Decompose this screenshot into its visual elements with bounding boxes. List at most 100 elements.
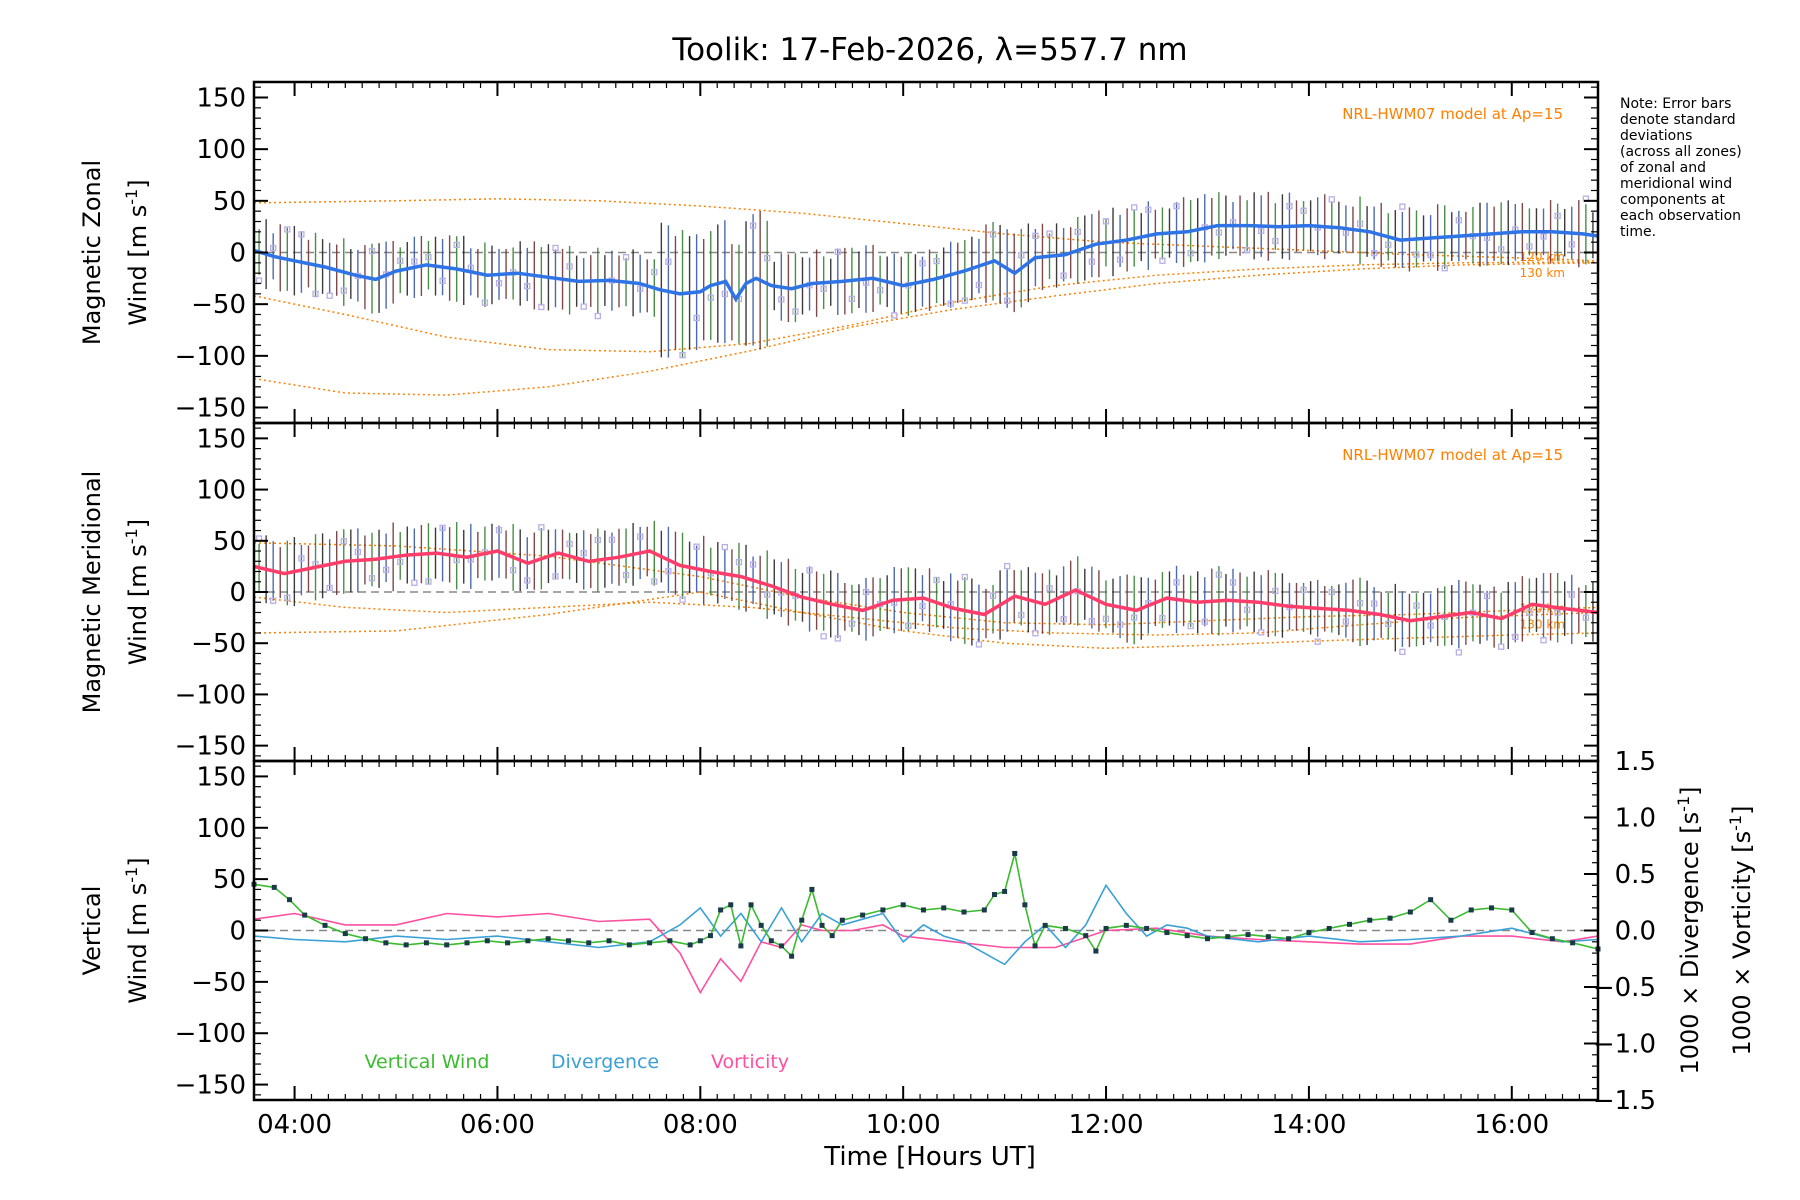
scatter-point (637, 533, 644, 540)
scatter-point (1046, 585, 1053, 592)
tick-label: −150 (175, 1071, 246, 1101)
scatter-point (255, 277, 263, 284)
scatter-point (947, 300, 954, 307)
bracket: ] (124, 519, 152, 528)
scatter-point (834, 248, 841, 255)
vertical-wind-point (1204, 936, 1210, 942)
y-axis-title-line1: Magnetic Zonal (78, 160, 106, 345)
vertical-wind-point (287, 897, 293, 903)
vertical-wind-point (1428, 897, 1434, 903)
scatter-point (1498, 246, 1505, 253)
x-tick-label: 12:00 (1069, 1110, 1144, 1140)
zonal-wind-line (253, 223, 1599, 303)
scatter-point (1159, 614, 1166, 622)
tick-label: 50 (213, 527, 246, 557)
tick-label: 150 (196, 424, 246, 454)
altitude-label: 130 km (1520, 617, 1565, 631)
tick-label: −100 (175, 1019, 246, 1049)
vertical-wind-point (1549, 936, 1555, 942)
scatter-point (453, 241, 460, 249)
vertical-wind-point (829, 933, 835, 939)
vertical-wind-point (707, 933, 713, 939)
vertical-wind-point (1407, 909, 1413, 915)
vertical-wind-point (1225, 934, 1231, 940)
vertical-wind-point (1002, 888, 1008, 894)
tick-label: 100 (196, 814, 246, 844)
vertical-wind-point (860, 912, 866, 918)
vertical-wind-point (789, 953, 795, 959)
scatter-point (411, 258, 418, 265)
note-line: components at (1620, 192, 1726, 208)
vertical-wind-point (900, 902, 906, 908)
scatter-point (975, 281, 983, 289)
scatter-point (439, 277, 446, 284)
y-axis-title-line2: Wind [m s-1] (122, 519, 153, 665)
superscript: -1 (1674, 796, 1693, 812)
superscript: -1 (122, 867, 141, 883)
scatter-point (622, 254, 630, 261)
vertical-wind-point (565, 938, 571, 944)
x-tick-label: 08:00 (663, 1110, 738, 1140)
scatter-point (594, 536, 601, 544)
plot-panels: NRL-HWM07 model at Ap=15 120 km 130 km 150 1… (78, 80, 1756, 1116)
scatter-point (1018, 252, 1025, 259)
scatter-point (1173, 579, 1180, 586)
y-axis-title-line1: Vertical (78, 886, 106, 976)
vertical-wind-point (606, 938, 612, 944)
tick-label: 50 (213, 865, 246, 895)
vertical-wind-point (799, 917, 805, 923)
scatter-point (1060, 616, 1067, 623)
vertical-wind-point (1083, 933, 1089, 939)
scatter-point (270, 597, 277, 604)
scatter-point (1512, 633, 1519, 641)
scatter-point (453, 556, 460, 564)
model-curve (253, 596, 1599, 636)
scatter-point (1286, 202, 1293, 210)
right-tick-label: 0.0 (1615, 917, 1656, 947)
note-line: of zonal and (1620, 160, 1706, 176)
meridional-wind-line (253, 549, 1599, 623)
scatter-point (721, 543, 729, 551)
scatter-point (566, 263, 573, 270)
bracket: ] (124, 857, 152, 866)
scatter-point (1060, 272, 1067, 279)
scatter-point (566, 540, 573, 548)
right-tick-label: 1.5 (1615, 747, 1656, 777)
note-line: deviations (1620, 128, 1692, 144)
scatter-point (919, 260, 926, 267)
vertical-wind-point (880, 907, 886, 913)
vertical-wind-point (728, 902, 734, 908)
vertical-wind-point (1509, 907, 1515, 913)
vertical-wind-point (505, 940, 511, 946)
scatter-point (820, 285, 827, 292)
scatter-point (693, 543, 700, 550)
scatter-point (1088, 258, 1095, 265)
scatter-point (1102, 218, 1110, 225)
scatter-point (1243, 606, 1251, 613)
scatter-point (1568, 591, 1575, 598)
scatter-point (1356, 220, 1364, 227)
scatter-point (735, 558, 743, 566)
scatter-point (919, 602, 926, 610)
scatter-point (1328, 196, 1335, 203)
scatter-point (679, 351, 686, 359)
model-label: NRL-HWM07 model at Ap=15 (1342, 105, 1563, 123)
scatter-point (1540, 233, 1547, 240)
superscript: -1 (122, 189, 141, 205)
legend-vertical-wind: Vertical Wind (365, 1051, 490, 1073)
scatter-point (397, 257, 404, 264)
vertical-wind-point (1184, 933, 1190, 939)
vertical-wind-point (322, 922, 328, 928)
scatter-point (1258, 227, 1265, 234)
scatter-point (368, 575, 376, 582)
scatter-point (891, 312, 898, 319)
scatter-point (1300, 586, 1307, 594)
scatter-point (382, 566, 390, 573)
vertical-wind-point (484, 938, 490, 944)
vertical-wind-point (1387, 915, 1393, 921)
right-axis-title: 1000 × Divergence [s-1] (1674, 786, 1705, 1074)
scatter-point (1526, 609, 1533, 616)
vertical-wind-point (271, 884, 277, 890)
tick-label: −150 (175, 732, 246, 762)
